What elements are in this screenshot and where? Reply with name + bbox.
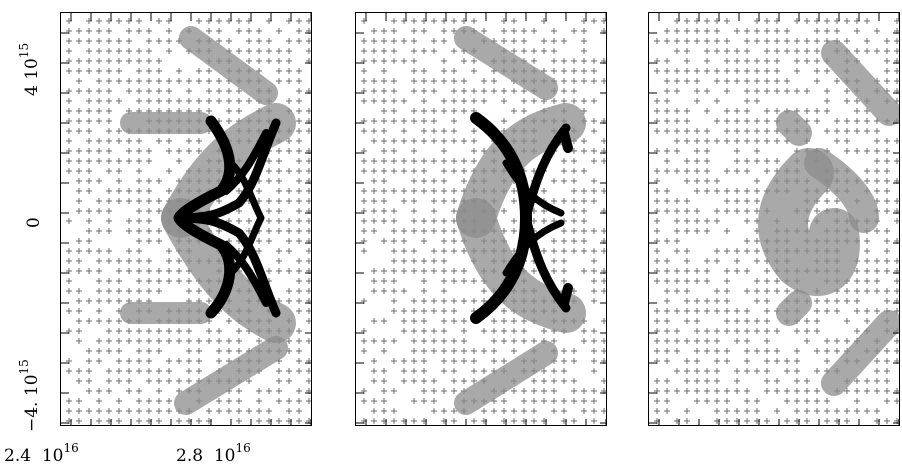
diffuse-emission — [174, 336, 288, 415]
diffuse-emission — [776, 110, 812, 146]
diffuse-emission — [821, 40, 899, 126]
right-panel — [648, 12, 900, 426]
dense-structure — [222, 129, 270, 307]
diffuse-emission — [776, 290, 812, 326]
diffuse-emission — [821, 310, 899, 396]
dense-structure — [227, 159, 265, 277]
x-tick-label-left: 2.4 1016 — [4, 441, 79, 466]
left-panel-plot — [61, 13, 311, 425]
y-tick-label-bottom: −4. 1015 — [17, 359, 42, 432]
right-panel-plot — [649, 13, 899, 425]
dense-structure — [559, 128, 573, 308]
dense-structure — [174, 213, 281, 318]
middle-panel-plot — [356, 13, 606, 425]
x-tick-label-right: 2.8 1016 — [176, 441, 251, 466]
diffuse-emission — [758, 148, 860, 296]
diffuse-emission — [804, 148, 879, 233]
axis-ticks — [61, 13, 311, 425]
diffuse-emission — [454, 26, 558, 100]
y-tick-label-top: 4 1015 — [17, 42, 42, 96]
diffuse-emission — [179, 26, 278, 105]
diffuse-emission — [454, 341, 558, 415]
dense-structure — [521, 123, 571, 313]
axis-ticks — [356, 13, 606, 425]
y-tick-label-zero: 0 — [24, 217, 44, 228]
left-panel — [60, 12, 312, 426]
axis-ticks — [649, 13, 899, 425]
dense-structure — [502, 159, 565, 277]
middle-panel — [355, 12, 607, 426]
